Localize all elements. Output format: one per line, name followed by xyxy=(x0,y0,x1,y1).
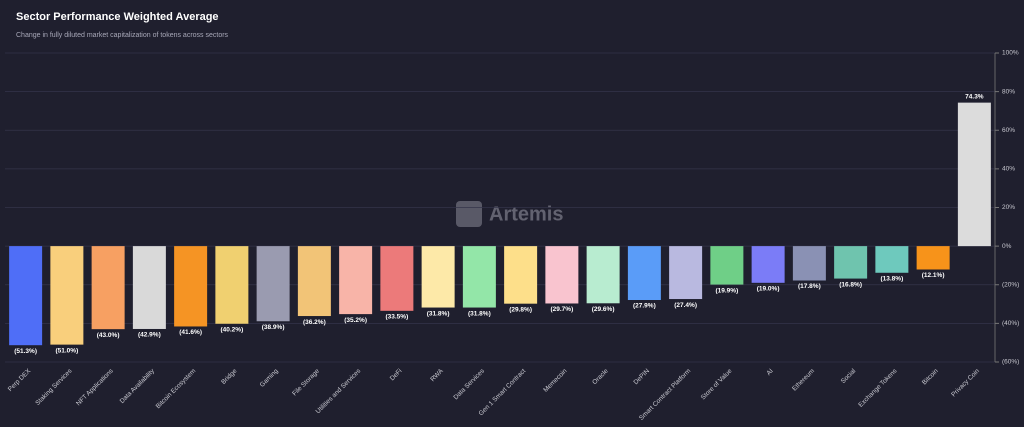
value-label: (51.0%) xyxy=(55,347,78,354)
value-label: (19.0%) xyxy=(757,286,780,293)
value-label: (33.5%) xyxy=(385,314,408,321)
value-label: (16.8%) xyxy=(839,281,862,288)
value-label: (51.3%) xyxy=(14,348,37,355)
x-tick-label: AI xyxy=(765,368,774,377)
y-tick-label: 0% xyxy=(1002,243,1012,250)
bar xyxy=(916,246,950,270)
bar xyxy=(421,246,455,308)
value-label: (27.4%) xyxy=(674,302,697,309)
y-tick-label: 60% xyxy=(1002,127,1015,134)
value-label: (13.8%) xyxy=(880,275,903,282)
bar xyxy=(339,246,373,315)
bar xyxy=(215,246,249,324)
bar xyxy=(50,246,84,345)
bar xyxy=(256,246,290,322)
y-tick-label: (40%) xyxy=(1002,320,1019,327)
value-label: (12.1%) xyxy=(922,272,945,279)
bar xyxy=(957,102,991,247)
value-label: (29.8%) xyxy=(509,306,532,313)
bar xyxy=(710,246,744,285)
value-label: (31.8%) xyxy=(427,310,450,317)
watermark-group: Artemis xyxy=(456,201,563,227)
bar xyxy=(875,246,909,273)
y-tick-label: (60%) xyxy=(1002,359,1019,366)
value-label: (29.6%) xyxy=(592,306,615,313)
bar xyxy=(9,246,43,346)
bar xyxy=(504,246,538,304)
y-tick-label: 100% xyxy=(1002,50,1019,57)
y-tick-label: 20% xyxy=(1002,204,1015,211)
value-label: (29.7%) xyxy=(550,306,573,313)
watermark-logo xyxy=(456,201,482,227)
bar xyxy=(586,246,620,304)
bar xyxy=(669,246,703,300)
value-label: (38.9%) xyxy=(262,324,285,331)
bar xyxy=(627,246,661,301)
bar xyxy=(174,246,208,327)
value-label: (43.0%) xyxy=(97,332,120,339)
value-label: (19.9%) xyxy=(715,287,738,294)
bar xyxy=(834,246,868,279)
value-label: (36.2%) xyxy=(303,319,326,326)
chart-subtitle: Change in fully diluted market capitaliz… xyxy=(16,32,229,39)
bar xyxy=(91,246,125,330)
bar xyxy=(462,246,496,308)
value-label: (40.2%) xyxy=(220,326,243,333)
value-label: (42.9%) xyxy=(138,332,161,339)
y-tick-label: 40% xyxy=(1002,166,1015,173)
chart-title: Sector Performance Weighted Average xyxy=(16,11,219,23)
value-label: (17.8%) xyxy=(798,283,821,290)
bar xyxy=(545,246,579,304)
bar xyxy=(380,246,414,311)
value-label: 74.3% xyxy=(965,93,984,100)
y-tick-label: (20%) xyxy=(1002,281,1019,288)
y-tick-label: 80% xyxy=(1002,88,1015,95)
bar xyxy=(297,246,331,317)
watermark: Artemis xyxy=(489,203,563,225)
value-label: (41.6%) xyxy=(179,329,202,336)
value-label: (27.9%) xyxy=(633,303,656,310)
value-label: (35.2%) xyxy=(344,317,367,324)
bar xyxy=(751,246,785,283)
bar xyxy=(792,246,826,281)
bar xyxy=(132,246,166,329)
value-label: (31.8%) xyxy=(468,310,491,317)
